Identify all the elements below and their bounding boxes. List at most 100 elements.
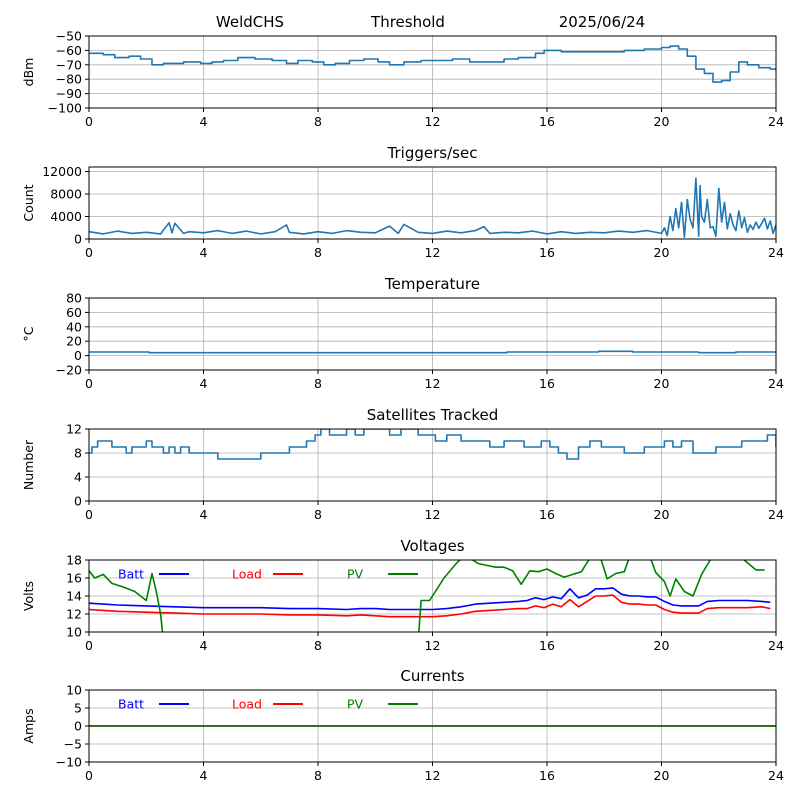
- x-tick-label: 8: [314, 245, 322, 260]
- x-tick-label: 4: [200, 376, 208, 391]
- y-tick-label: −60: [56, 43, 82, 58]
- x-tick-label: 4: [200, 768, 208, 783]
- x-tick-label: 0: [85, 376, 93, 391]
- x-tick-label: 24: [768, 376, 784, 391]
- y-tick-label: 80: [66, 291, 82, 306]
- y-tick-label: 8000: [50, 187, 82, 202]
- y-axis-label: °C: [21, 326, 36, 341]
- series-line-batt: [89, 587, 771, 611]
- y-tick-label: 12: [66, 422, 82, 437]
- header-station: WeldCHS: [216, 13, 284, 31]
- x-tick-label: 24: [768, 245, 784, 260]
- x-tick-label: 12: [425, 638, 441, 653]
- x-tick-label: 4: [200, 245, 208, 260]
- y-tick-label: 12: [66, 607, 82, 622]
- x-tick-label: 20: [654, 114, 670, 129]
- x-tick-label: 0: [85, 114, 93, 129]
- y-axis-label: dBm: [21, 58, 36, 87]
- y-tick-label: −90: [56, 86, 82, 101]
- y-tick-label: −100: [48, 101, 82, 116]
- x-tick-label: 4: [200, 114, 208, 129]
- y-tick-label: 10: [66, 625, 82, 640]
- y-tick-label: 10: [66, 683, 82, 698]
- x-tick-label: 20: [654, 768, 670, 783]
- x-tick-label: 0: [85, 638, 93, 653]
- x-tick-label: 12: [425, 114, 441, 129]
- panel-satellites: 0 4 8 12 16 20 24 0 4 8 12 Satellites Tracked Number: [21, 406, 784, 522]
- y-tick-label: 18: [66, 553, 82, 568]
- x-tick-label: 8: [314, 638, 322, 653]
- x-tick-label: 16: [539, 376, 555, 391]
- header-date: 2025/06/24: [559, 13, 645, 31]
- x-tick-label: 12: [425, 768, 441, 783]
- y-tick-label: 12000: [42, 164, 82, 179]
- legend-label-pv: PV: [347, 697, 364, 712]
- series-line-1: [89, 45, 776, 83]
- x-tick-label: 0: [85, 768, 93, 783]
- y-axis-label: Volts: [21, 581, 36, 611]
- y-tick-label: 60: [66, 305, 82, 320]
- legend-label-batt: Batt: [118, 567, 144, 582]
- y-tick-label: 0: [74, 232, 82, 247]
- y-tick-label: 0: [74, 348, 82, 363]
- legend-label-batt: Batt: [118, 697, 144, 712]
- x-tick-label: 16: [539, 114, 555, 129]
- x-tick-label: 24: [768, 638, 784, 653]
- panel-triggers: 0 4 8 12 16 20 24 0 4000 8000 12000 Triggers/sec Cou…: [21, 144, 784, 260]
- panel-voltages: 0 4 8 12 16 20 24 10 12 14 16 18 Voltages Volts Batt Lo…: [21, 537, 784, 653]
- y-axis-label: Number: [21, 439, 36, 490]
- x-tick-label: 12: [425, 376, 441, 391]
- panel-rssi: 0 4 8 12 16 20 24 −100−90−80−70−60−50 dBm: [21, 29, 784, 130]
- series-line-1: [89, 177, 776, 239]
- series-line-1: [89, 350, 776, 354]
- x-tick-label: 8: [314, 114, 322, 129]
- y-tick-label: 0: [74, 494, 82, 509]
- x-tick-label: 8: [314, 507, 322, 522]
- x-tick-label: 16: [539, 638, 555, 653]
- y-tick-label: 8: [74, 446, 82, 461]
- y-tick-label: 5: [74, 701, 82, 716]
- x-tick-label: 12: [425, 507, 441, 522]
- x-tick-label: 24: [768, 114, 784, 129]
- y-tick-label: −70: [56, 57, 82, 72]
- legend-label-load: Load: [232, 567, 262, 582]
- y-tick-label: 4: [74, 470, 82, 485]
- x-tick-label: 0: [85, 507, 93, 522]
- y-tick-label: 0: [74, 719, 82, 734]
- x-tick-label: 16: [539, 245, 555, 260]
- x-tick-label: 20: [654, 245, 670, 260]
- x-tick-label: 8: [314, 768, 322, 783]
- x-tick-label: 4: [200, 638, 208, 653]
- x-tick-label: 24: [768, 768, 784, 783]
- x-tick-label: 20: [654, 638, 670, 653]
- y-axis-label: Count: [21, 184, 36, 221]
- x-tick-label: 8: [314, 376, 322, 391]
- series-line-pv: [89, 560, 765, 632]
- y-tick-label: 4000: [50, 209, 82, 224]
- x-tick-label: 24: [768, 507, 784, 522]
- series-line-1: [89, 429, 776, 460]
- x-tick-label: 16: [539, 507, 555, 522]
- series-line-load: [89, 594, 771, 618]
- x-tick-label: 20: [654, 507, 670, 522]
- header-mode: Threshold: [370, 13, 445, 31]
- y-tick-label: 20: [66, 334, 82, 349]
- x-tick-label: 20: [654, 376, 670, 391]
- y-tick-label: 14: [66, 589, 82, 604]
- y-tick-label: 16: [66, 571, 82, 586]
- panel-title: Currents: [400, 667, 464, 685]
- y-tick-label: −80: [56, 72, 82, 87]
- y-tick-label: −10: [56, 755, 82, 770]
- legend-label-pv: PV: [347, 567, 364, 582]
- x-tick-label: 4: [200, 507, 208, 522]
- panel-title: Satellites Tracked: [367, 406, 498, 424]
- x-tick-label: 0: [85, 245, 93, 260]
- x-tick-label: 12: [425, 245, 441, 260]
- x-tick-label: 16: [539, 768, 555, 783]
- y-tick-label: −50: [56, 29, 82, 44]
- y-tick-label: −5: [64, 737, 82, 752]
